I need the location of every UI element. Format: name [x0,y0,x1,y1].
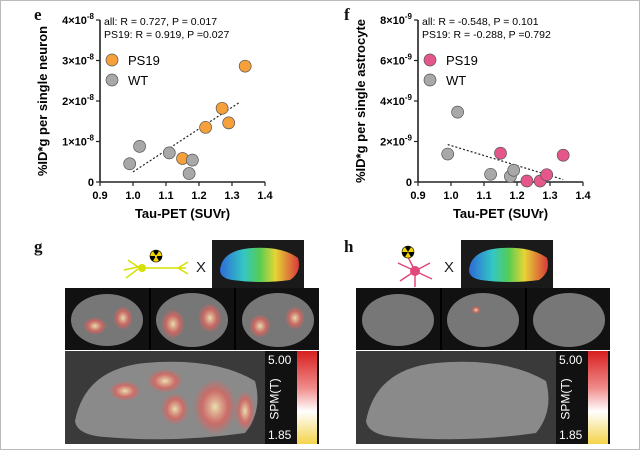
stat-text: all: R = 0.727, P = 0.017 [104,16,217,28]
data-point-wt [182,167,196,180]
sagittal-slice-h [356,351,556,444]
data-point-wt [133,140,146,153]
colorbar-top-g: 5.00 [268,353,292,367]
x-tick-label: 1.3 [542,190,557,202]
x-tick-label: 0.9 [410,190,425,202]
x-axis-label: Tau-PET (SUVr) [135,206,230,221]
y-tick-mantissa: 0 [406,177,412,189]
y-tick-mantissa: 3×10 [62,56,87,68]
legend-label: WT [128,73,148,88]
x-tick-label: 1.1 [476,190,491,202]
y-axis-label: %ID*g per single astrocyte [353,19,368,183]
y-tick-label: 1×10-8 [62,134,94,149]
legend-label: PS19 [128,53,160,68]
y-tick-label: 0 [406,177,412,189]
x-tick-label: 1.2 [191,190,206,202]
y-tick-label: 4×10-8 [62,12,94,27]
sagittal-slice-g [65,351,265,444]
y-tick-exponent: -9 [405,12,413,21]
data-point-ps19 [520,174,534,188]
panel-label-h: h [344,237,354,256]
legend-marker [423,53,437,67]
panel-label-g: g [34,237,43,256]
legend-marker [423,73,437,87]
data-point-ps19 [540,168,554,182]
y-tick-mantissa: 2×10 [380,137,405,149]
colorbar-panel-g [265,351,319,444]
data-point-ps19 [556,148,570,162]
colorbar-bottom-g: 1.85 [268,428,292,442]
stat-text: PS19: R = 0.919, P =0.027 [104,29,229,41]
x-tick-label: 0.9 [92,190,107,202]
y-tick-exponent: -8 [87,53,95,62]
legend-marker [105,73,119,87]
data-point-wt [162,146,176,160]
data-point-ps19 [494,146,507,160]
legend-marker [105,53,119,67]
times-symbol-h: X [444,259,455,276]
colorbar-panel-h [556,351,610,444]
data-point-wt [441,147,455,161]
stat-text: PS19: R = -0.288, P =0.792 [422,29,551,41]
chart-e: 0.9 1.0 1.1 1.2 1.3 1.401×10-82×10-83×10-84×1… [35,12,274,221]
coronal-strip-g [65,288,319,350]
data-point-ps19 [199,120,212,134]
y-tick-exponent: -8 [87,134,95,143]
y-tick-exponent: -9 [405,134,413,143]
data-point-wt [507,163,521,177]
y-tick-mantissa: 1×10 [62,137,87,149]
x-tick-label: 1.2 [509,190,524,202]
panel-label-e: e [34,5,42,24]
legend-label: WT [446,73,466,88]
colorbar-top-h: 5.00 [559,353,583,367]
legend-label: PS19 [446,53,478,68]
data-point-wt [186,153,199,167]
coronal-strip-h [356,288,610,350]
y-tick-label: 2×10-9 [380,134,412,149]
stat-text: all: R = -0.548, P = 0.101 [422,16,539,28]
colorbar-label-h: SPM(T) [558,378,573,420]
chart-f: 0.9 1.0 1.1 1.2 1.3 1.402×10-94×10-96×10-98×1… [353,12,592,221]
y-tick-mantissa: 0 [88,177,94,189]
y-tick-exponent: -9 [405,53,413,62]
x-tick-label: 1.4 [257,190,273,202]
x-axis-label: Tau-PET (SUVr) [453,206,548,221]
x-tick-label: 1.1 [158,190,173,202]
brain-sagittal-colormap-h [461,240,553,288]
y-tick-label: 8×10-9 [380,12,412,27]
y-tick-label: 3×10-8 [62,53,94,68]
x-tick-label: 1.0 [443,190,458,202]
colorbar-bottom-h: 1.85 [559,428,583,442]
times-symbol-g: X [196,259,207,276]
y-tick-mantissa: 8×10 [380,15,405,27]
colorbar-gradient-h [588,351,608,444]
y-tick-mantissa: 6×10 [380,56,405,68]
neuron-icon [123,249,189,279]
data-point-wt [123,157,137,171]
y-tick-mantissa: 4×10 [62,15,87,27]
y-tick-label: 4×10-9 [380,93,412,108]
y-tick-exponent: -9 [405,93,413,102]
x-tick-label: 1.4 [575,190,591,202]
data-point-ps19 [215,101,229,115]
colorbar-gradient-g [297,351,317,444]
y-tick-label: 2×10-8 [62,93,94,108]
y-tick-exponent: -8 [87,12,95,21]
y-tick-exponent: -8 [87,93,95,102]
y-tick-mantissa: 4×10 [380,96,405,108]
x-tick-label: 1.0 [125,190,140,202]
panel-label-f: f [344,5,350,24]
data-point-wt [451,105,464,119]
y-tick-label: 0 [88,177,94,189]
y-tick-label: 6×10-9 [380,53,412,68]
data-point-wt [484,167,497,181]
data-point-ps19 [238,59,252,73]
y-axis-label: %ID*g per single neuron [35,26,50,176]
brain-sagittal-colormap-g [212,240,304,288]
y-tick-mantissa: 2×10 [62,96,87,108]
data-point-ps19 [222,116,236,130]
colorbar-label-g: SPM(T) [267,378,282,420]
x-tick-label: 1.3 [224,190,239,202]
astrocyte-icon [397,245,433,287]
